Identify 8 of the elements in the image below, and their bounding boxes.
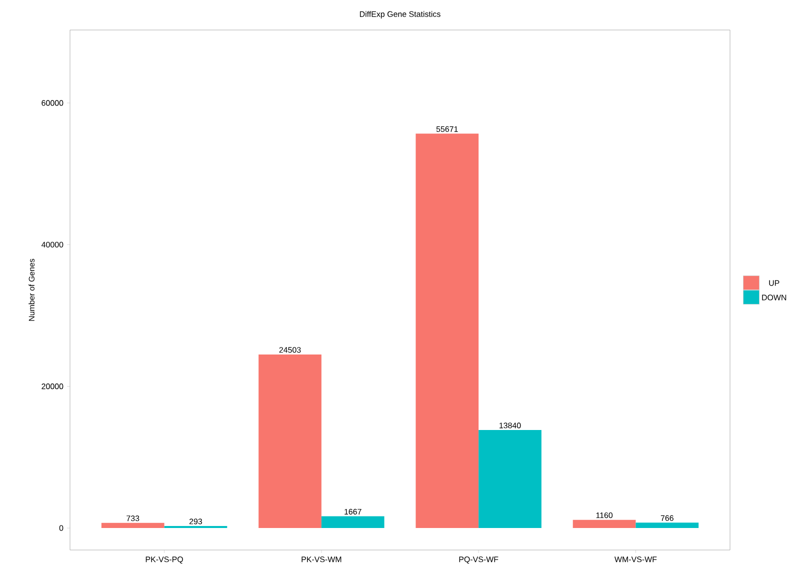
bar xyxy=(321,516,384,528)
bar xyxy=(478,430,542,528)
bar xyxy=(258,354,322,528)
bar xyxy=(416,134,479,528)
bar xyxy=(572,520,636,528)
bar xyxy=(636,522,699,528)
bar xyxy=(101,522,164,528)
bar xyxy=(164,526,228,528)
